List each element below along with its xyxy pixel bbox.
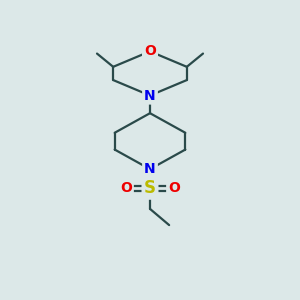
Text: S: S [144,179,156,197]
Text: O: O [144,44,156,58]
Text: N: N [144,88,156,103]
Text: N: N [144,162,156,176]
Text: O: O [168,181,180,195]
Text: O: O [120,181,132,195]
